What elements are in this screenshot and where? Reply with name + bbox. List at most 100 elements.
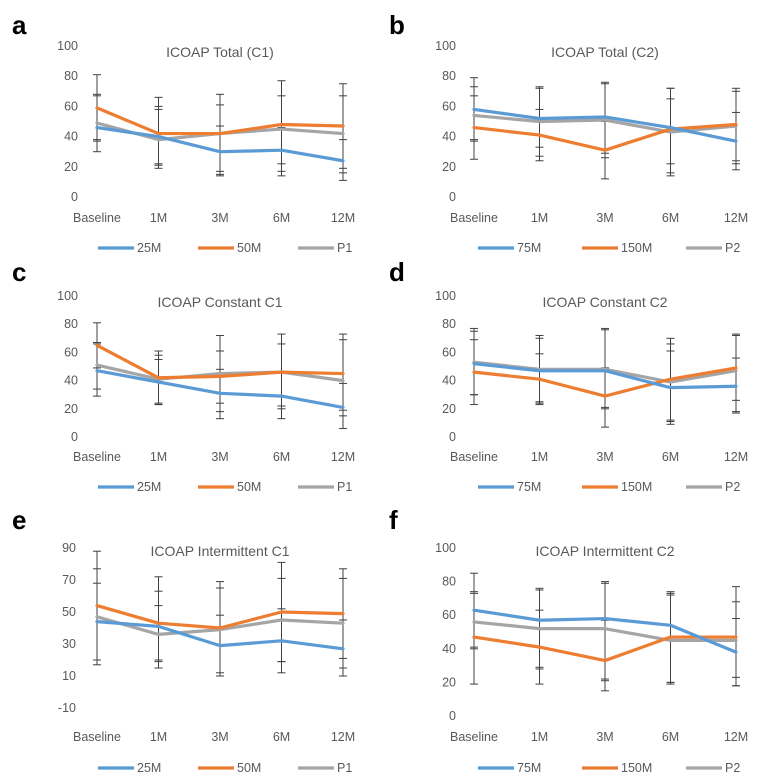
x-tick-label: Baseline [73, 730, 121, 744]
y-tick-label: 0 [449, 430, 456, 444]
x-tick-label: 3M [596, 450, 613, 464]
x-tick-label: 1M [150, 450, 167, 464]
x-tick-label: 3M [211, 730, 228, 744]
x-tick-label: Baseline [450, 730, 498, 744]
y-tick-label: 0 [449, 709, 456, 723]
legend-label: 50M [237, 241, 261, 255]
x-tick-label: 6M [662, 211, 679, 225]
y-tick-label: 80 [442, 575, 456, 589]
y-tick-label: 80 [64, 317, 78, 331]
y-tick-label: 20 [442, 160, 456, 174]
x-tick-label: 6M [662, 730, 679, 744]
y-tick-label: 60 [442, 99, 456, 113]
x-tick-label: 6M [273, 211, 290, 225]
series-line-75M [472, 362, 738, 390]
series-line-150M [472, 635, 738, 663]
y-tick-label: 30 [62, 637, 76, 651]
x-tick-label: 12M [724, 211, 748, 225]
series-line-150M [472, 122, 738, 152]
y-tick-label: 70 [62, 573, 76, 587]
series-line-50M [95, 106, 345, 136]
y-tick-label: 60 [64, 99, 78, 113]
x-tick-label: Baseline [450, 211, 498, 225]
y-tick-label: 60 [442, 608, 456, 622]
chart-panel-e: e ICOAP Intermittent C1 -10 10 30 50 70 90 Basel… [12, 505, 355, 775]
x-tick-label: 6M [273, 450, 290, 464]
legend-label: 50M [237, 761, 261, 775]
y-tick-label: 100 [57, 289, 78, 303]
y-tick-label: 0 [71, 430, 78, 444]
series-line-150M [472, 366, 738, 398]
legend-label: P1 [337, 480, 352, 494]
x-tick-label: 1M [531, 211, 548, 225]
x-tick-label: 12M [724, 730, 748, 744]
x-tick-label: 3M [211, 450, 228, 464]
legend-label: 25M [137, 480, 161, 494]
y-tick-label: 90 [62, 541, 76, 555]
y-tick-label: 20 [64, 402, 78, 416]
legend-label: 25M [137, 761, 161, 775]
legend-label: 50M [237, 480, 261, 494]
legend-label: 150M [621, 241, 652, 255]
x-tick-label: 12M [331, 450, 355, 464]
chart-panel-a: a ICOAP Total (C1) 0 20 40 60 80 100 Baseline 1M 3… [12, 10, 355, 255]
y-tick-label: 20 [64, 160, 78, 174]
legend-label: 150M [621, 761, 652, 775]
y-tick-label: 60 [442, 345, 456, 359]
legend-label: 150M [621, 480, 652, 494]
series-line-P2 [472, 620, 738, 643]
x-tick-label: 6M [662, 450, 679, 464]
x-tick-label: 1M [531, 730, 548, 744]
y-tick-label: 40 [64, 374, 78, 388]
x-tick-label: 12M [331, 730, 355, 744]
legend-label: P1 [337, 241, 352, 255]
x-tick-label: Baseline [73, 450, 121, 464]
chart-panel-f: f ICOAP Intermittent C2 0 20 40 60 80 100 Baseli… [389, 505, 748, 775]
x-tick-label: 1M [150, 730, 167, 744]
y-tick-label: 100 [435, 39, 456, 53]
chart-title: ICOAP Constant C2 [542, 294, 667, 310]
x-tick-label: 6M [273, 730, 290, 744]
y-tick-label: 60 [64, 345, 78, 359]
y-tick-label: 40 [442, 642, 456, 656]
legend-label: P2 [725, 241, 740, 255]
panel-letter: e [12, 505, 26, 535]
y-tick-label: 20 [442, 675, 456, 689]
y-tick-label: 40 [442, 130, 456, 144]
y-tick-label: 50 [62, 605, 76, 619]
x-tick-label: 3M [596, 211, 613, 225]
legend-label: P1 [337, 761, 352, 775]
x-tick-label: 3M [211, 211, 228, 225]
legend-label: 75M [517, 761, 541, 775]
chart-title: ICOAP Total (C2) [551, 44, 659, 60]
y-tick-label: 0 [71, 190, 78, 204]
series-line-25M [95, 125, 345, 163]
panel-letter: a [12, 10, 27, 40]
series-line-P1 [95, 363, 345, 383]
series-line-75M [472, 107, 738, 143]
y-tick-label: 80 [442, 69, 456, 83]
legend-label: 75M [517, 480, 541, 494]
panel-letter: f [389, 505, 398, 535]
y-tick-label: 100 [435, 289, 456, 303]
series-line-25M [95, 369, 345, 409]
chart-title: ICOAP Constant C1 [157, 294, 282, 310]
y-tick-label: 40 [64, 130, 78, 144]
series-line-50M [95, 343, 345, 380]
legend-label: P2 [725, 480, 740, 494]
chart-title: ICOAP Total (C1) [166, 44, 274, 60]
x-tick-label: Baseline [73, 211, 121, 225]
y-tick-label: 80 [442, 317, 456, 331]
panel-letter: c [12, 257, 26, 287]
x-tick-label: 12M [724, 450, 748, 464]
chart-panel-c: c ICOAP Constant C1 0 20 40 60 80 100 Baseline 1M… [12, 257, 355, 494]
panel-letter: b [389, 10, 405, 40]
x-tick-label: 1M [150, 211, 167, 225]
x-tick-label: 3M [596, 730, 613, 744]
chart-panel-b: b ICOAP Total (C2) 0 20 40 60 80 100 Baseline 1M 3… [389, 10, 748, 255]
y-tick-label: 100 [435, 541, 456, 555]
series-line-75M [472, 608, 738, 654]
chart-title: ICOAP Intermittent C1 [150, 543, 289, 559]
chart-panel-d: d ICOAP Constant C2 0 20 40 60 80 100 Baseline 1M… [389, 257, 748, 494]
